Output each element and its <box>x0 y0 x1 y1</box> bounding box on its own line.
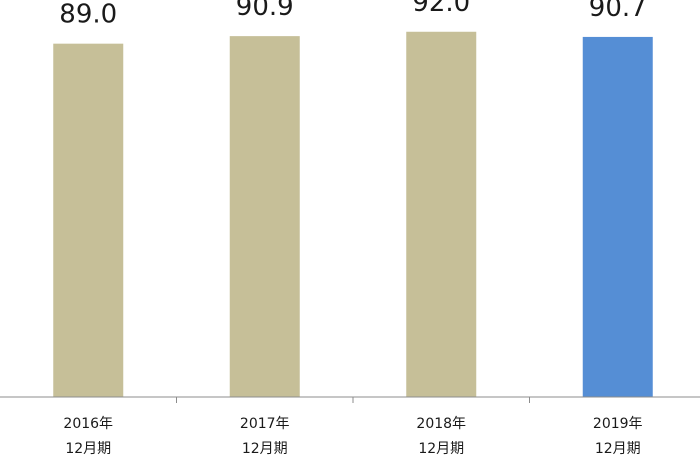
data-label-3: 90.7 <box>589 0 647 23</box>
bar-1 <box>229 36 300 397</box>
value-labels-group: 89.0 90.9 92.0 90.7 <box>59 0 646 30</box>
x-tick-label-2-line-1: 12月期 <box>418 441 464 457</box>
bar-3 <box>582 36 653 398</box>
data-label-0: 89.0 <box>59 0 117 30</box>
bar-0 <box>53 43 124 398</box>
x-tick-label-0-line-1: 12月期 <box>65 441 111 457</box>
data-label-2: 92.0 <box>412 0 470 18</box>
x-tick-label-1-line-0: 2017年 <box>240 416 290 432</box>
x-tick-labels-group: 2016年 12月期 2017年 12月期 2018年 12月期 2019年 12月期 <box>63 416 642 457</box>
x-tick-label-1-line-1: 12月期 <box>242 441 288 457</box>
bar-2 <box>406 31 477 397</box>
x-tick-label-0-line-0: 2016年 <box>63 416 113 432</box>
x-tick-label-2-line-0: 2018年 <box>416 416 466 432</box>
bars-group <box>53 31 653 398</box>
x-tick-label-3-line-1: 12月期 <box>595 441 641 457</box>
x-tick-label-3-line-0: 2019年 <box>593 416 643 432</box>
x-axis-ticks <box>176 397 530 403</box>
data-label-1: 90.9 <box>236 0 294 22</box>
